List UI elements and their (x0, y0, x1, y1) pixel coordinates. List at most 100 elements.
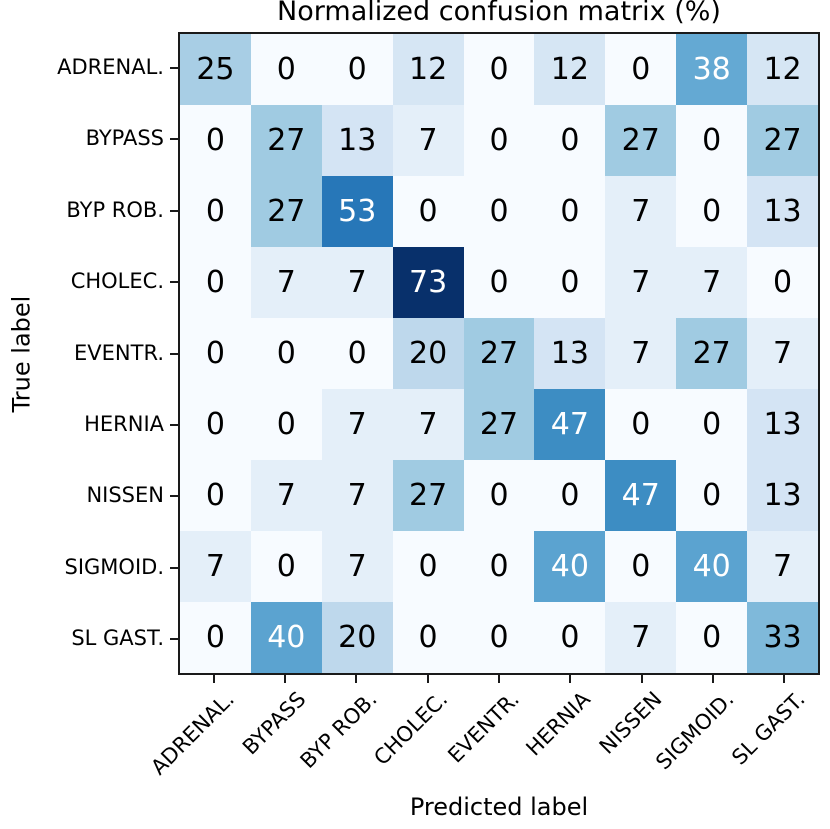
matrix-cell: 20 (321, 602, 393, 673)
matrix-cell: 0 (180, 318, 251, 389)
matrix-cell: 0 (534, 105, 606, 176)
matrix-cell: 7 (392, 105, 464, 176)
x-tick-mark (355, 675, 358, 683)
matrix-cell: 0 (321, 34, 393, 105)
matrix-cell: 7 (250, 460, 322, 531)
y-tick-mark (170, 281, 178, 284)
matrix-cell: 0 (605, 34, 677, 105)
matrix-cell: 7 (676, 247, 748, 318)
matrix-cell: 0 (250, 531, 322, 602)
x-tick-label-text: HERNIA (521, 687, 596, 761)
y-tick-label: SL GAST. (71, 626, 164, 651)
matrix-cell: 33 (747, 602, 818, 673)
x-tick-label-text: BYP ROB. (295, 687, 382, 774)
y-tick-label: BYPASS (85, 126, 164, 151)
y-tick-mark (170, 495, 178, 498)
matrix-cell: 0 (676, 602, 748, 673)
matrix-cell: 40 (676, 531, 748, 602)
matrix-cell: 0 (534, 247, 606, 318)
matrix-cell: 25 (180, 34, 251, 105)
y-tick-label: CHOLEC. (70, 269, 164, 294)
x-tick-label-text: SIGMOID. (650, 687, 738, 775)
matrix-cell: 7 (321, 531, 393, 602)
matrix-cell: 13 (321, 105, 393, 176)
x-tick-mark (712, 675, 714, 683)
x-axis-label: Predicted label (409, 793, 589, 821)
matrix-cell: 7 (605, 318, 677, 389)
matrix-cell: 0 (180, 389, 251, 460)
y-tick-mark (170, 638, 178, 641)
matrix-cell: 0 (180, 602, 251, 673)
matrix-cell: 12 (534, 34, 606, 105)
x-tick-label-text: SL GAST. (726, 687, 810, 770)
matrix-cell: 13 (747, 389, 818, 460)
matrix-cell: 27 (676, 318, 748, 389)
matrix-cell: 7 (605, 176, 677, 247)
x-tick-mark (212, 675, 215, 683)
matrix-cell: 0 (392, 176, 464, 247)
matrix-cell: 27 (250, 176, 322, 247)
y-tick-label: ADRENAL. (57, 54, 164, 79)
matrix-cell: 27 (605, 105, 677, 176)
matrix-cell: 0 (180, 247, 251, 318)
matrix-cell: 0 (676, 176, 748, 247)
matrix-cell: 53 (321, 176, 393, 247)
matrix-cell: 7 (605, 247, 677, 318)
matrix-cell: 27 (463, 318, 535, 389)
matrix-cell: 7 (605, 602, 677, 673)
x-tick-mark (783, 675, 786, 683)
matrix-cell: 38 (676, 34, 748, 105)
x-tick-label-text: ADRENAL. (146, 687, 239, 780)
y-tick-mark (170, 566, 178, 569)
matrix-cell: 73 (392, 247, 464, 318)
matrix-cell: 0 (463, 531, 535, 602)
matrix-cell: 0 (463, 34, 535, 105)
matrix-cell: 13 (534, 318, 606, 389)
matrix-cell: 0 (250, 318, 322, 389)
matrix-cell: 7 (321, 247, 393, 318)
y-tick-label: EVENTR. (74, 340, 164, 365)
matrix-cell: 27 (392, 460, 464, 531)
y-tick-label: BYP ROB. (66, 197, 164, 222)
x-tick-label-text: EVENTR. (443, 687, 524, 768)
matrix-cell: 27 (747, 105, 818, 176)
matrix-cell: 12 (747, 34, 818, 105)
matrix-cell: 7 (250, 247, 322, 318)
y-tick-label: HERNIA (84, 411, 164, 436)
matrix-cell: 0 (676, 460, 748, 531)
matrix-cell: 40 (534, 531, 606, 602)
heatmap-plot-area: 25 0 0 12 0 12 0 38 12 0 27 13 7 0 0 27 0 27 0 27 53 0 0 0 7 0 13 0… (178, 32, 820, 675)
matrix-cell: 0 (250, 389, 322, 460)
y-tick-mark (170, 352, 178, 355)
matrix-cell: 0 (463, 602, 535, 673)
matrix-cell: 7 (747, 531, 818, 602)
matrix-cell: 40 (250, 602, 322, 673)
matrix-cell: 0 (463, 105, 535, 176)
matrix-cell: 27 (250, 105, 322, 176)
matrix-cell: 0 (250, 34, 322, 105)
x-tick-mark (284, 675, 286, 683)
matrix-cell: 0 (605, 531, 677, 602)
x-tick-mark (498, 675, 500, 683)
x-tick-mark (426, 675, 429, 683)
y-tick-label: NISSEN (86, 483, 164, 508)
matrix-cell: 27 (463, 389, 535, 460)
y-tick-mark (170, 209, 178, 212)
chart-title: Normalized confusion matrix (%) (277, 0, 721, 27)
x-tick-mark (569, 675, 572, 683)
matrix-cell: 12 (392, 34, 464, 105)
y-tick-mark (170, 138, 178, 141)
x-tick-label-text: CHOLEC. (369, 687, 453, 770)
matrix-cell: 0 (463, 247, 535, 318)
matrix-cell: 0 (180, 176, 251, 247)
matrix-cell: 47 (605, 460, 677, 531)
y-tick-mark (170, 423, 178, 426)
x-tick-label-text: BYPASS (237, 687, 310, 760)
matrix-cell: 20 (392, 318, 464, 389)
matrix-cell: 0 (180, 105, 251, 176)
matrix-cell: 7 (180, 531, 251, 602)
matrix-cell: 7 (321, 389, 393, 460)
matrix-cell: 0 (747, 247, 818, 318)
matrix-cell: 0 (392, 602, 464, 673)
